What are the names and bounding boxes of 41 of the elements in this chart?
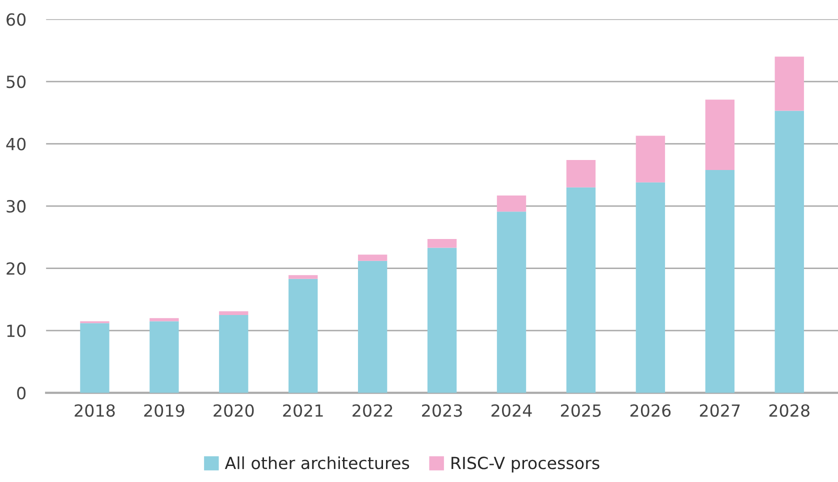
x-tick-label: 2025 bbox=[560, 404, 601, 417]
x-tick-label: 2020 bbox=[214, 404, 254, 417]
x-tick-label: 2022 bbox=[352, 404, 392, 417]
bar bbox=[774, 110, 804, 393]
x-tick-label: 2027 bbox=[700, 404, 740, 417]
x-tick-label: 2019 bbox=[144, 404, 184, 417]
bar bbox=[219, 311, 248, 316]
bar bbox=[358, 260, 388, 393]
bar bbox=[705, 170, 734, 393]
y-tick-label: 50 bbox=[6, 76, 26, 88]
bar bbox=[427, 239, 457, 248]
y-tick-label: 40 bbox=[6, 138, 26, 150]
x-tick-label: 2023 bbox=[422, 404, 462, 417]
bar bbox=[566, 187, 596, 393]
bar bbox=[219, 315, 248, 393]
x-tick-label: 2021 bbox=[283, 404, 323, 417]
y-tick-label: 30 bbox=[6, 200, 26, 213]
bar bbox=[636, 182, 666, 393]
y-tick-label: 60 bbox=[6, 13, 26, 26]
legend-label: RISC-V processors bbox=[452, 456, 600, 473]
bar bbox=[705, 100, 734, 170]
bar bbox=[566, 160, 596, 188]
x-tick-label: 2028 bbox=[769, 404, 810, 417]
bar bbox=[427, 248, 457, 393]
bar bbox=[496, 195, 526, 212]
bar bbox=[496, 212, 526, 393]
x-tick-label: 2018 bbox=[74, 404, 115, 417]
bar bbox=[80, 323, 110, 393]
bar bbox=[288, 275, 318, 279]
x-tick-label: 2026 bbox=[630, 404, 671, 417]
y-tick-label: 0 bbox=[17, 386, 26, 400]
y-tick-label: 20 bbox=[6, 262, 26, 275]
bar bbox=[150, 321, 179, 393]
bar bbox=[288, 278, 318, 393]
bar bbox=[774, 56, 804, 111]
bar bbox=[150, 318, 179, 322]
bar bbox=[636, 136, 666, 182]
y-tick-label: 10 bbox=[7, 324, 26, 338]
bar bbox=[358, 254, 388, 261]
legend-label: All other architectures bbox=[224, 456, 410, 470]
x-tick-label: 2024 bbox=[492, 404, 532, 417]
